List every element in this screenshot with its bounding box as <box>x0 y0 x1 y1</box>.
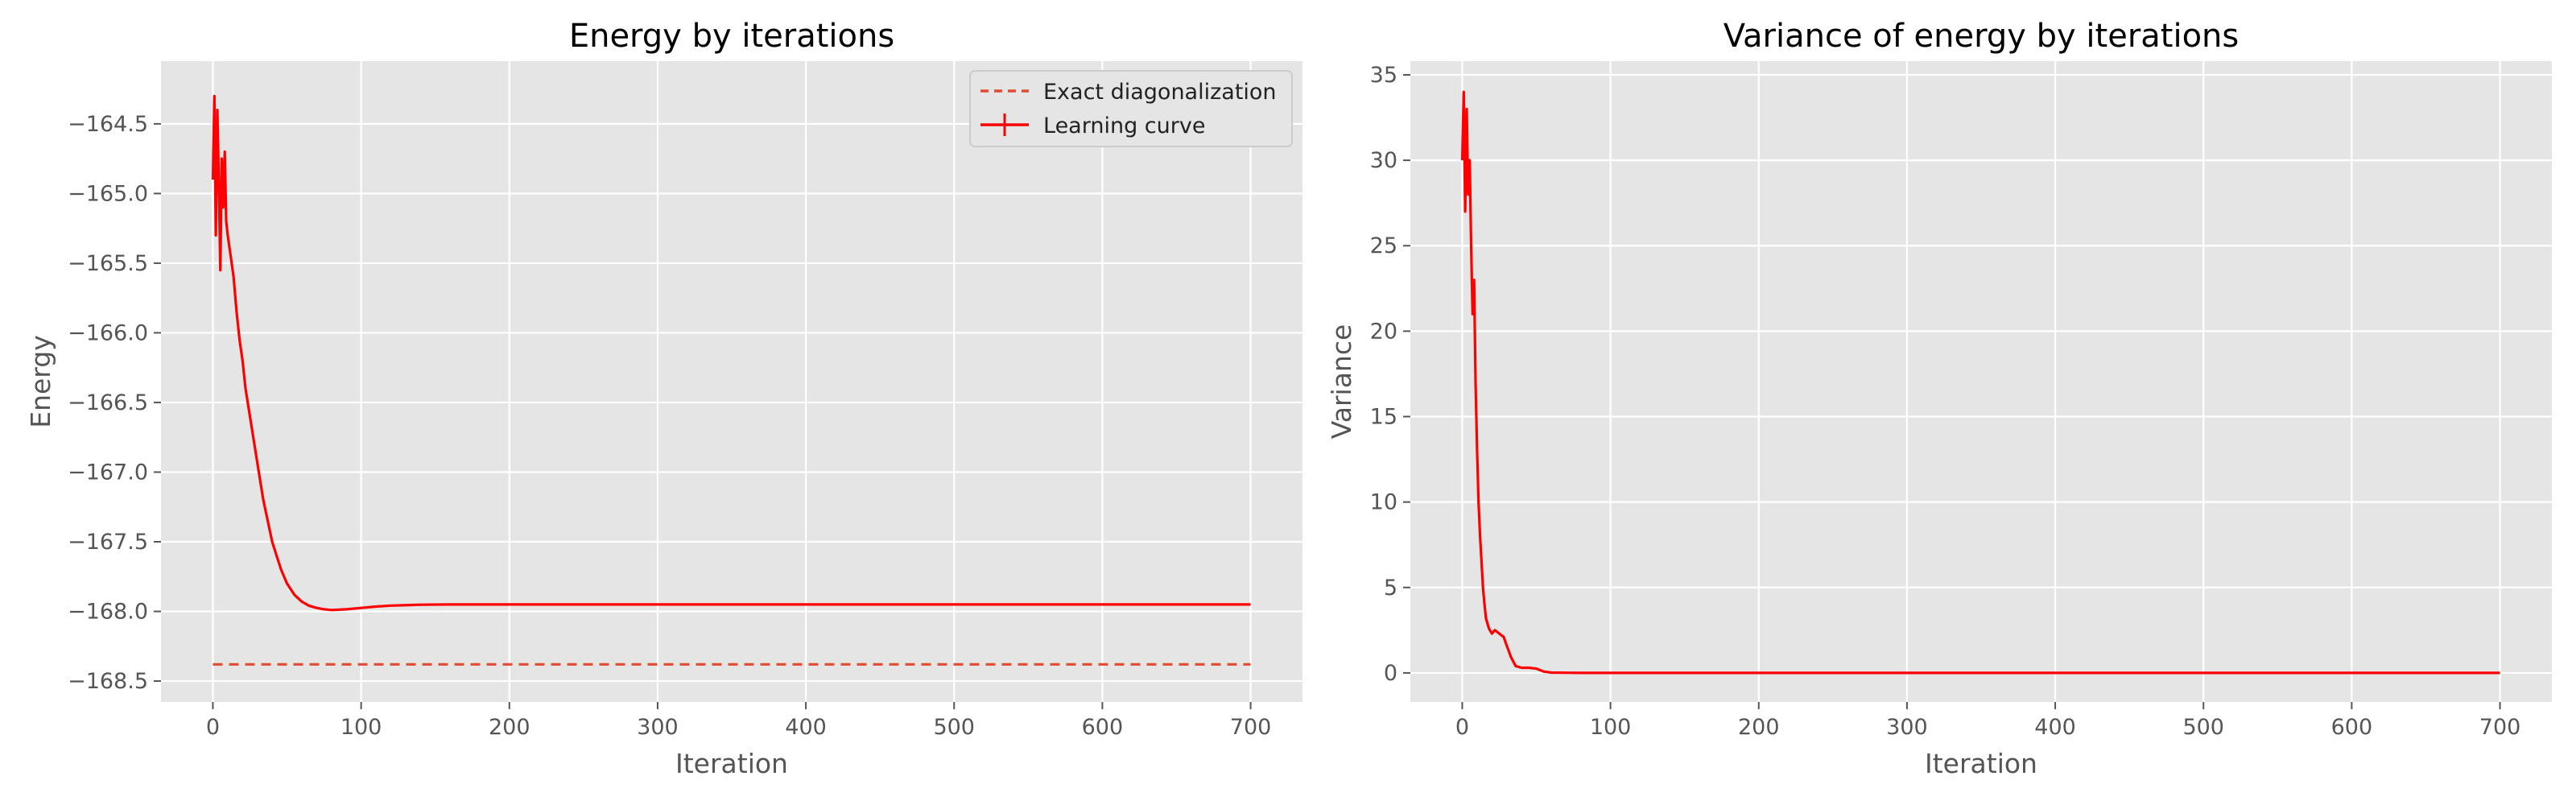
variance-x-tick-label: 700 <box>2479 715 2521 740</box>
variance-y-tick-label: 5 <box>1384 576 1397 601</box>
variance-x-tick-label: 200 <box>1738 715 1780 740</box>
energy-y-tick-label: −167.5 <box>68 530 148 555</box>
variance-series-line-line <box>1460 90 2500 675</box>
energy-y-tick-label: −165.0 <box>68 181 148 206</box>
variance-plot-area <box>1410 61 2552 702</box>
energy-chart: 0 100 200 300 400 500 600 700 −168.5 −168.0 −167.5… <box>25 18 1302 779</box>
variance-chart-title: Variance of energy by iterations <box>1724 18 2239 55</box>
energy-x-tick-label: 200 <box>489 715 530 740</box>
energy-legend-exact-label: Exact diagonalization <box>1043 80 1277 105</box>
variance-x-tick-label: 400 <box>2034 715 2076 740</box>
energy-x-axis-label: Iteration <box>675 748 788 779</box>
variance-y-tick-label: 15 <box>1370 405 1397 430</box>
variance-x-tick-label: 500 <box>2182 715 2224 740</box>
energy-x-tick-label: 700 <box>1230 715 1272 740</box>
energy-x-tick-label: 500 <box>933 715 975 740</box>
variance-y-tick-label: 30 <box>1370 148 1397 173</box>
variance-y-tick-label: 20 <box>1370 319 1397 344</box>
energy-series-learning-curve-line <box>211 94 1251 612</box>
energy-y-tick-label: −166.5 <box>68 390 148 415</box>
variance-y-tick-label: 10 <box>1370 490 1397 515</box>
energy-y-tick-label: −166.0 <box>68 320 148 345</box>
variance-x-axis-label: Iteration <box>1925 748 2037 779</box>
energy-x-tick-label: 100 <box>341 715 382 740</box>
energy-legend-box <box>969 70 1293 147</box>
variance-x-tick-label: 100 <box>1590 715 1632 740</box>
variance-x-tick-label: 0 <box>1455 715 1469 740</box>
variance-x-tick-label: 300 <box>1886 715 1928 740</box>
energy-x-tick-label: 300 <box>637 715 679 740</box>
energy-y-tick-label: −164.5 <box>68 112 148 137</box>
variance-x-tick-label: 600 <box>2331 715 2373 740</box>
energy-y-tick-label: −167.0 <box>68 460 148 485</box>
energy-x-tick-label: 400 <box>785 715 827 740</box>
energy-y-axis-label: Energy <box>25 335 56 428</box>
energy-legend: Exact diagonalization Learning curve <box>969 70 1293 147</box>
energy-y-tick-label: −168.5 <box>68 669 148 694</box>
variance-y-axis-label: Variance <box>1326 324 1357 440</box>
energy-legend-learning-label: Learning curve <box>1043 114 1205 138</box>
energy-plot-area <box>161 61 1302 702</box>
energy-y-tick-label: −165.5 <box>68 251 148 276</box>
energy-x-tick-label: 600 <box>1082 715 1124 740</box>
variance-y-tick-label: 0 <box>1384 661 1397 686</box>
energy-y-tick-label: −168.0 <box>68 600 148 625</box>
variance-y-tick-label: 25 <box>1370 233 1397 258</box>
variance-y-tick-label: 35 <box>1370 63 1397 88</box>
energy-x-tick-label: 0 <box>206 715 220 740</box>
variance-chart: 0 100 200 300 400 500 600 700 0 5 10 15 20 25 30 35 Var… <box>1326 18 2552 779</box>
energy-chart-title: Energy by iterations <box>569 18 894 55</box>
